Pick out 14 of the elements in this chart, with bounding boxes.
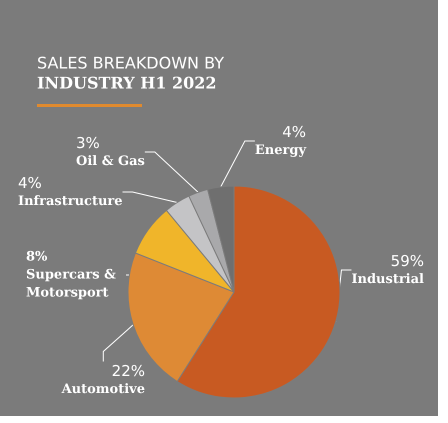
data-label: 3% xyxy=(76,134,100,152)
slice-label: Infrastructure xyxy=(18,194,123,209)
slice-label: Automotive xyxy=(60,382,145,397)
data-label: 4% xyxy=(18,174,42,192)
chart-subtitle: INDUSTRY H1 2022 xyxy=(37,74,217,92)
data-label: 8% xyxy=(26,250,48,264)
data-label: 22% xyxy=(112,362,145,380)
chart-title: SALES BREAKDOWN BY xyxy=(37,54,224,72)
data-label: 59% xyxy=(390,252,424,270)
slice-label: Industrial xyxy=(351,272,424,287)
data-label: 4% xyxy=(282,123,306,141)
slice-label: Oil & Gas xyxy=(76,154,145,169)
slice-label: Energy xyxy=(254,143,306,158)
slice-label: Supercars & Motorsport xyxy=(26,268,120,300)
